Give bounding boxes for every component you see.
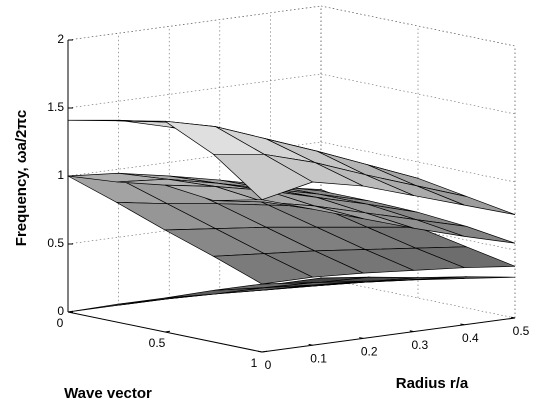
surface-patch — [415, 185, 516, 215]
x-tick-label: 1 — [251, 356, 258, 370]
grid-line — [320, 5, 516, 47]
surface-patch — [212, 253, 314, 285]
surface-patch — [212, 153, 314, 201]
y-tick-label: 0.4 — [462, 331, 479, 345]
y-tick-label: 0.3 — [411, 338, 428, 352]
y-tick — [308, 343, 313, 346]
z-tick-label: 1.5 — [47, 100, 64, 114]
x-tick — [164, 330, 171, 333]
surface-patch — [213, 199, 313, 210]
grid-line — [67, 5, 322, 41]
axis-line — [261, 317, 516, 353]
z-tick-label: 1 — [57, 168, 64, 182]
grid-line — [67, 73, 322, 109]
y-tick — [359, 337, 364, 339]
x-tick-label: 0 — [57, 316, 64, 330]
y-tick-label: 0 — [265, 358, 272, 372]
y-tick — [257, 350, 263, 353]
y-tick — [409, 330, 414, 333]
z-tick-label: 0 — [57, 304, 64, 318]
surface-patch — [164, 287, 265, 299]
z-tick-label: 0.5 — [47, 236, 64, 250]
surface-patch — [67, 298, 168, 313]
z-axis-label: Frequency, ωa/2πc — [13, 110, 30, 246]
x-tick-label: 0.5 — [149, 336, 166, 350]
grid-line — [320, 141, 516, 183]
x-axis-label: Wave vector — [64, 385, 152, 402]
z-tick-label: 2 — [57, 32, 64, 46]
y-tick — [510, 316, 516, 319]
x-tick — [261, 350, 268, 353]
y-axis-label: Radius r/a — [396, 375, 469, 392]
grid-line — [320, 277, 516, 319]
y-tick-label: 0.1 — [310, 351, 327, 365]
y-tick — [460, 323, 465, 326]
grid-line — [320, 73, 516, 115]
surface-patch — [213, 282, 313, 291]
y-tick-label: 0.5 — [513, 324, 530, 338]
y-tick-label: 0.2 — [361, 345, 378, 359]
surface-patch — [116, 293, 216, 305]
